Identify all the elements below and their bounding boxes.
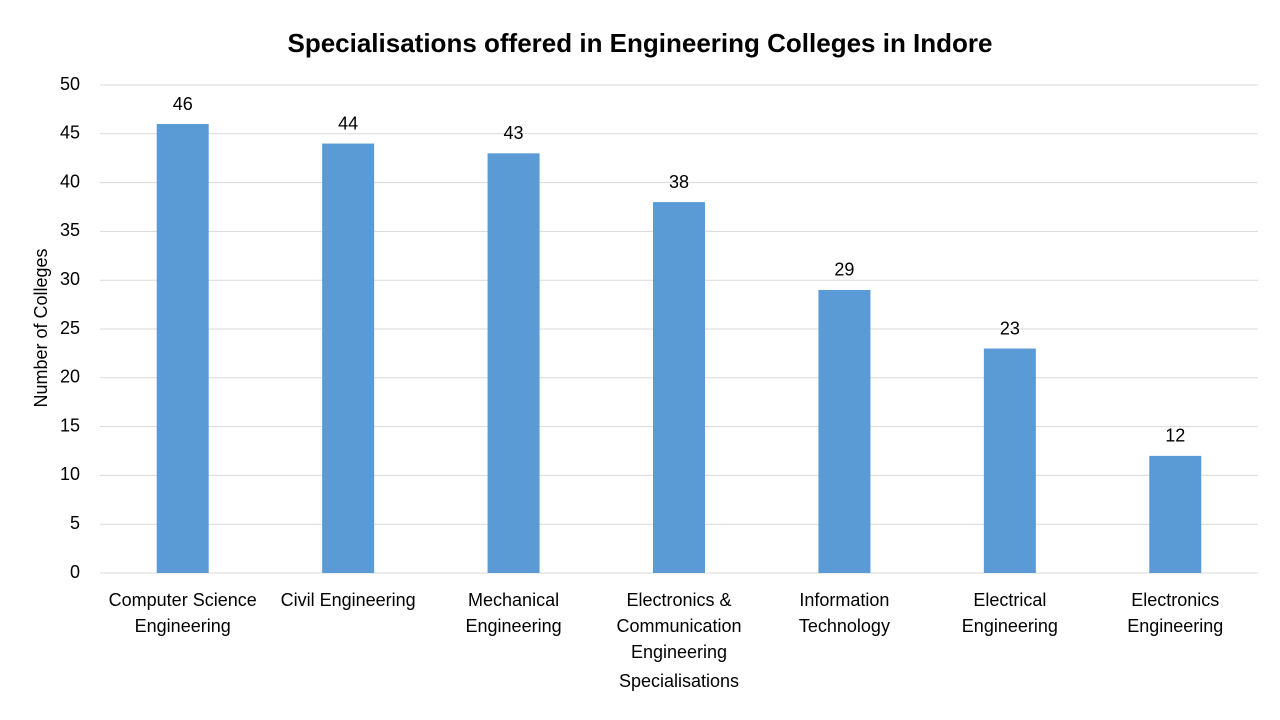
y-tick-label: 15 (60, 415, 80, 435)
y-axis-label: Number of Colleges (31, 248, 51, 407)
bar (322, 143, 375, 573)
bar (818, 289, 871, 573)
data-label: 44 (338, 113, 358, 133)
y-tick-label: 30 (60, 269, 80, 289)
chart-title: Specialisations offered in Engineering C… (287, 28, 992, 58)
x-tick-label: Civil Engineering (280, 590, 416, 610)
x-tick-label: Information Technology (798, 590, 890, 636)
bar (1149, 455, 1202, 573)
data-label: 43 (504, 123, 524, 143)
bar (487, 153, 540, 573)
x-tick-label: Electronics Engineering (1127, 590, 1224, 636)
data-label: 38 (669, 172, 689, 192)
y-tick-label: 40 (60, 171, 80, 191)
y-tick-label: 10 (60, 464, 80, 484)
bar (156, 124, 209, 573)
y-tick-label: 35 (60, 220, 80, 240)
bar (983, 348, 1036, 573)
x-tick-label: Electronics & Communication Engineering (616, 590, 742, 662)
data-label: 29 (834, 260, 854, 280)
y-tick-label: 50 (60, 74, 80, 94)
bar (653, 202, 705, 573)
y-tick-label: 45 (60, 123, 80, 143)
y-tick-label: 0 (70, 562, 80, 582)
y-tick-label: 5 (70, 513, 80, 533)
y-tick-label: 25 (60, 318, 80, 338)
y-tick-label: 20 (60, 367, 80, 387)
data-label: 23 (1000, 318, 1020, 338)
x-tick-label: Mechanical Engineering (465, 590, 562, 636)
x-tick-label: Computer Science Engineering (108, 590, 257, 636)
data-label: 46 (173, 94, 193, 114)
x-axis-label: Specialisations (619, 671, 739, 691)
x-tick-label: Electrical Engineering (961, 590, 1058, 636)
data-label: 12 (1165, 426, 1185, 446)
